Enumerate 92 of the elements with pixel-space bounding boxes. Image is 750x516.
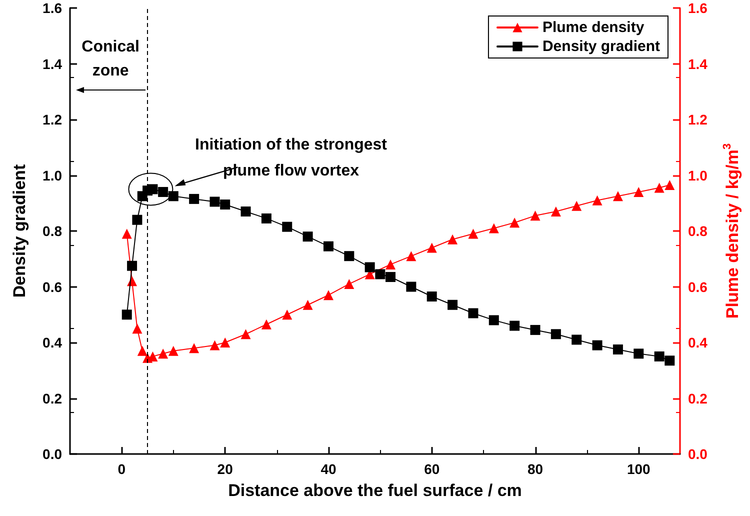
point (302, 300, 313, 310)
point (189, 343, 200, 354)
point (189, 194, 200, 204)
point (344, 278, 354, 289)
point (592, 340, 602, 350)
point (220, 200, 230, 210)
point (386, 259, 396, 270)
point (127, 260, 138, 271)
point (158, 186, 168, 197)
point (510, 320, 520, 331)
legend-label: Density gradient (542, 38, 660, 55)
y-tick-label: 1.2 (42, 112, 62, 128)
point (426, 242, 437, 253)
point (550, 329, 561, 340)
point (220, 338, 230, 348)
y-tick-label: 0.8 (42, 223, 62, 239)
point (240, 206, 251, 216)
x-tick-label: 100 (626, 461, 651, 477)
y2-tick-label: 0.0 (688, 446, 708, 462)
point (664, 180, 675, 190)
x-tick-label: 60 (424, 461, 440, 477)
point (550, 206, 561, 216)
annotation: Conical zone (82, 38, 140, 80)
point (654, 182, 664, 193)
annotation: Initiation of the strongest plume flow vortex (195, 136, 388, 180)
point (634, 186, 644, 197)
point (664, 356, 675, 366)
y-tick-label: 0.6 (42, 278, 62, 295)
y-tick-label: 0.4 (42, 334, 62, 350)
point (168, 191, 178, 202)
point (634, 348, 644, 359)
x-tick-label: 80 (527, 461, 544, 477)
point (132, 214, 142, 225)
point (386, 272, 396, 282)
point (375, 269, 386, 280)
y2-tick-label: 0.6 (688, 278, 708, 295)
point (210, 340, 220, 350)
x-tick-label: 0 (118, 461, 126, 477)
y-tick-label: 1.0 (42, 167, 62, 184)
point (148, 184, 158, 194)
y2-tick-label: 1.2 (688, 112, 708, 128)
point (468, 228, 478, 239)
point (572, 334, 582, 345)
point (282, 310, 292, 320)
point (612, 191, 623, 202)
x-tick-label: 40 (320, 461, 336, 477)
point (240, 329, 251, 340)
point (261, 213, 272, 224)
point (612, 344, 623, 354)
point (137, 346, 148, 356)
point (654, 351, 664, 362)
point (510, 218, 520, 228)
point (344, 251, 354, 262)
point (448, 300, 458, 310)
point (302, 232, 313, 242)
point (406, 282, 416, 292)
point (530, 324, 540, 335)
point (323, 290, 334, 300)
y-tick-label: 0.0 (42, 446, 62, 462)
y-axis-title: Density gradient (10, 164, 29, 298)
point (448, 234, 458, 244)
y2-axis-title: Plume density / kg/m3 (722, 143, 742, 319)
point (323, 241, 334, 252)
point (530, 210, 540, 221)
point (168, 346, 178, 356)
point (592, 195, 602, 206)
y2-tick-label: 1.0 (688, 167, 708, 184)
point (468, 308, 478, 318)
y-tick-label: 1.6 (42, 0, 62, 16)
point (426, 292, 437, 302)
point (282, 222, 292, 232)
legend-label: Plume density (542, 19, 645, 36)
y2-tick-label: 1.4 (688, 56, 708, 72)
point (364, 262, 375, 272)
x-axis-title: Distance above the fuel surface / cm (228, 481, 522, 500)
point (122, 310, 132, 320)
y2-tick-label: 1.6 (688, 0, 708, 16)
y2-tick-label: 0.2 (688, 390, 708, 406)
x-tick-label: 20 (217, 461, 234, 477)
point (572, 200, 582, 211)
point (488, 315, 499, 326)
y2-tick-label: 0.4 (688, 334, 708, 350)
y-tick-label: 0.2 (42, 390, 62, 406)
point (406, 251, 416, 262)
point (132, 324, 142, 334)
point (210, 196, 220, 207)
y2-tick-label: 0.8 (688, 223, 708, 239)
point (158, 348, 168, 359)
point (122, 228, 132, 239)
point (261, 319, 272, 330)
point (488, 223, 499, 234)
y-tick-label: 1.4 (42, 56, 62, 72)
